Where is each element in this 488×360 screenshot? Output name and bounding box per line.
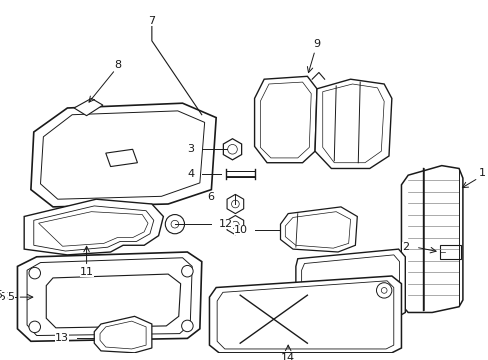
Text: 10: 10	[233, 225, 247, 235]
Circle shape	[29, 321, 41, 333]
Text: 5: 5	[8, 292, 15, 302]
Circle shape	[227, 144, 237, 154]
Polygon shape	[209, 276, 401, 353]
Polygon shape	[24, 199, 163, 255]
Text: 11: 11	[80, 267, 93, 277]
Text: 12: 12	[219, 219, 233, 229]
Text: 1: 1	[478, 168, 485, 178]
Text: 5: 5	[0, 292, 5, 302]
Text: 7: 7	[148, 15, 155, 26]
Circle shape	[181, 320, 193, 332]
Polygon shape	[31, 103, 216, 207]
Polygon shape	[18, 252, 202, 341]
Circle shape	[181, 265, 193, 277]
Text: 2: 2	[401, 242, 408, 252]
Polygon shape	[314, 79, 391, 168]
Text: 6: 6	[207, 192, 214, 202]
Polygon shape	[439, 245, 460, 259]
Polygon shape	[254, 76, 316, 163]
Circle shape	[376, 283, 391, 298]
Circle shape	[165, 215, 184, 234]
Text: 5: 5	[0, 290, 2, 300]
Polygon shape	[226, 216, 243, 235]
Text: 3: 3	[187, 144, 194, 154]
Polygon shape	[226, 194, 243, 213]
Polygon shape	[74, 98, 102, 116]
Polygon shape	[105, 149, 137, 167]
Text: 8: 8	[115, 60, 122, 70]
Circle shape	[381, 288, 386, 293]
Text: 14: 14	[281, 353, 295, 360]
Text: 13: 13	[55, 333, 69, 343]
Polygon shape	[280, 207, 357, 252]
Polygon shape	[295, 249, 405, 322]
Text: 4: 4	[186, 169, 194, 179]
Circle shape	[231, 200, 239, 208]
Circle shape	[29, 267, 41, 279]
Polygon shape	[94, 316, 152, 353]
Circle shape	[171, 220, 179, 228]
Polygon shape	[223, 139, 241, 160]
Circle shape	[231, 221, 239, 229]
Polygon shape	[401, 166, 462, 312]
Text: 9: 9	[313, 39, 320, 49]
